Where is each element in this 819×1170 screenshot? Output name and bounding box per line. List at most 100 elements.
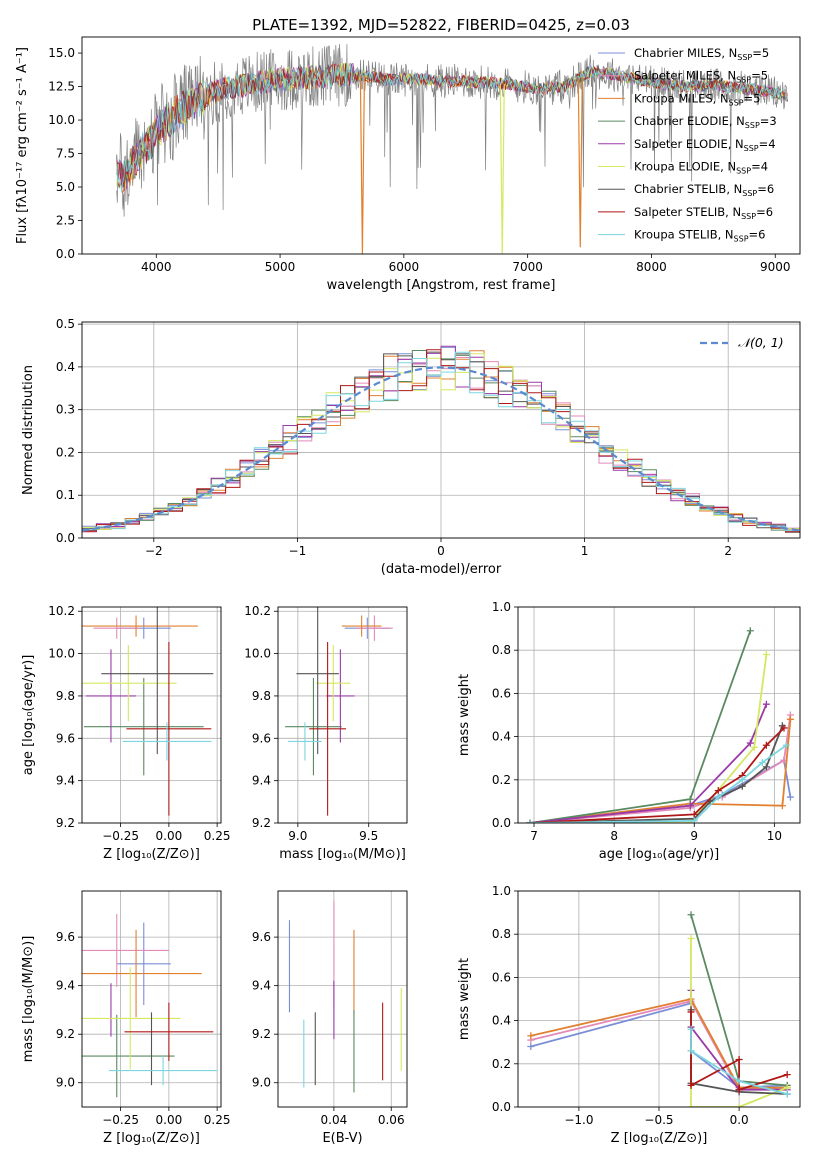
axes-frame xyxy=(81,890,222,1108)
legend-entry: Salpeter MILES, NSSP=5 xyxy=(634,69,768,85)
mass-weight-point xyxy=(735,1055,743,1063)
y-tick-label: 7.5 xyxy=(56,147,75,161)
mass-weight-point xyxy=(782,741,790,749)
x-tick-label: 0.00 xyxy=(156,829,183,843)
legend: 𝒩(0, 1) xyxy=(700,335,784,350)
mass-weight-point xyxy=(690,810,698,818)
x-axis-label: Z [log₁₀(Z/Z⊙)] xyxy=(103,1131,200,1146)
axes-frame xyxy=(517,606,801,824)
x-tick-label: 4000 xyxy=(141,260,172,274)
mass-weight-point xyxy=(783,1084,791,1092)
x-tick-label: 9.0 xyxy=(288,829,307,843)
x-tick-label: −0.25 xyxy=(102,1113,139,1127)
panel-mass_weight_vs_age: 7 8 9 10 0.0 0.2 0.4 0.6 0.8 1.0 age [log₁₀(age/yr… xyxy=(457,600,801,862)
mass-weight-point xyxy=(527,1032,535,1040)
mass-weight-point xyxy=(750,743,758,751)
mass-weight-point xyxy=(738,782,746,790)
mass-weight-point xyxy=(687,935,695,943)
y-tick-label: 9.2 xyxy=(56,816,75,830)
plot-area xyxy=(82,914,218,1098)
x-tick-label: 0.06 xyxy=(378,1113,405,1127)
x-tick-label: −0.25 xyxy=(102,829,139,843)
grid xyxy=(82,607,221,824)
x-tick-label: 9.5 xyxy=(359,829,378,843)
axes-frame xyxy=(517,890,801,1108)
x-tick-label: 0.25 xyxy=(204,829,231,843)
axes: −0.25 0.00 0.25 9.0 9.2 9.4 9.6 Z [log₁₀(Z/Z⊙)]… xyxy=(21,890,230,1146)
y-tick-label: 10.0 xyxy=(48,113,75,127)
panel-residuals: −2 −1 0 1 2 0.0 0.1 0.2 0.3 0.4 0.5 (data-model)/er… xyxy=(21,317,801,577)
normal-curve xyxy=(82,366,800,532)
x-axis-label: mass [log₁₀(M/M⊙)] xyxy=(279,847,406,862)
mass-weight-point xyxy=(778,802,786,810)
x-tick-label: 9 xyxy=(690,829,698,843)
y-tick-label: 10.2 xyxy=(48,604,75,618)
mass-weight-line xyxy=(530,1000,788,1091)
legend-entry: Kroupa MILES, NSSP=5 xyxy=(634,91,760,107)
x-tick-label: −2 xyxy=(145,544,163,558)
y-tick-label: 0.6 xyxy=(492,970,511,984)
axes: 0.04 0.06 9.0 9.2 9.4 9.6 E(B-V) xyxy=(252,890,408,1146)
x-tick-label: −0.5 xyxy=(644,1113,673,1127)
x-tick-label: 1 xyxy=(581,544,589,558)
axes-frame xyxy=(81,36,801,255)
x-axis-label: Z [log₁₀(Z/Z⊙)] xyxy=(611,1131,708,1146)
y-tick-label: 9.4 xyxy=(252,774,271,788)
axes: −1.0 −0.5 0.0 0.0 0.2 0.4 0.6 0.8 1.0 Z [log₁₀(Z/… xyxy=(457,884,801,1146)
mass-weight-line xyxy=(529,744,787,823)
y-tick-label: 9.8 xyxy=(56,689,75,703)
x-tick-label: 7 xyxy=(530,829,538,843)
mass-weight-point xyxy=(714,793,722,801)
legend-entry: 𝒩(0, 1) xyxy=(738,335,784,350)
y-axis-label: Flux [fλ10⁻¹⁷ erg cm⁻² s⁻¹ A⁻¹] xyxy=(15,47,30,244)
mass-weight-line xyxy=(529,727,785,823)
x-tick-label: 5000 xyxy=(265,260,296,274)
y-axis-label: mass [log₁₀(M/M⊙)] xyxy=(21,936,36,1063)
y-tick-label: 10.2 xyxy=(244,604,271,618)
y-tick-label: 9.6 xyxy=(56,930,75,944)
y-tick-label: 9.2 xyxy=(252,1027,271,1041)
mass-weight-point xyxy=(786,715,794,723)
spectrum-dip xyxy=(577,77,583,248)
x-tick-label: 2 xyxy=(724,544,732,558)
x-axis-label: wavelength [Angstrom, rest frame] xyxy=(327,278,556,293)
mass-weight-point xyxy=(687,1103,695,1107)
spectrum-dip xyxy=(359,75,365,254)
y-axis-label: mass weight xyxy=(457,674,472,756)
panel-age_vs_mass: 9.0 9.5 9.2 9.4 9.6 9.8 10.0 10.2 mass [log₁₀(M/… xyxy=(244,604,408,862)
mass-weight-point xyxy=(686,802,694,810)
y-tick-label: 9.0 xyxy=(56,1076,75,1090)
model-spectrum-line xyxy=(116,63,788,193)
axes-frame xyxy=(81,606,222,824)
grid xyxy=(278,607,407,824)
panel-mass_vs_Z: −0.25 0.00 0.25 9.0 9.2 9.4 9.6 Z [log₁₀(Z/Z⊙)]… xyxy=(21,890,230,1146)
mass-weight-point xyxy=(735,1077,743,1085)
y-tick-label: 0.8 xyxy=(492,927,511,941)
axes: −2 −1 0 1 2 0.0 0.1 0.2 0.3 0.4 0.5 (data-model)/er… xyxy=(21,317,801,577)
mass-weight-point xyxy=(735,1086,743,1094)
axes-frame xyxy=(81,321,801,539)
y-tick-label: 0.0 xyxy=(492,1100,511,1114)
plot-area xyxy=(527,911,791,1107)
mass-weight-line xyxy=(690,1029,788,1095)
y-tick-label: 9.4 xyxy=(56,774,75,788)
x-axis-label: E(B-V) xyxy=(322,1131,362,1146)
plot-area xyxy=(82,607,214,816)
axes-frame xyxy=(277,890,408,1108)
y-tick-label: 9.4 xyxy=(56,979,75,993)
x-tick-label: 0.00 xyxy=(156,1113,183,1127)
y-tick-label: 9.8 xyxy=(252,689,271,703)
y-tick-label: 9.0 xyxy=(252,1076,271,1090)
x-tick-label: 0.0 xyxy=(730,1113,749,1127)
x-tick-label: 8000 xyxy=(636,260,667,274)
y-tick-label: 0.2 xyxy=(492,773,511,787)
x-tick-label: −1.0 xyxy=(564,1113,593,1127)
y-tick-label: 9.6 xyxy=(56,731,75,745)
y-axis-label: age [log₁₀(age/yr)] xyxy=(21,655,36,776)
mass-weight-line xyxy=(529,630,752,823)
legend: Chabrier MILES, NSSP=5 Salpeter MILES, NS… xyxy=(598,46,777,244)
legend-entry: Chabrier STELIB, NSSP=6 xyxy=(634,182,774,198)
y-axis-label: mass weight xyxy=(457,958,472,1040)
mass-weight-point xyxy=(687,911,695,919)
